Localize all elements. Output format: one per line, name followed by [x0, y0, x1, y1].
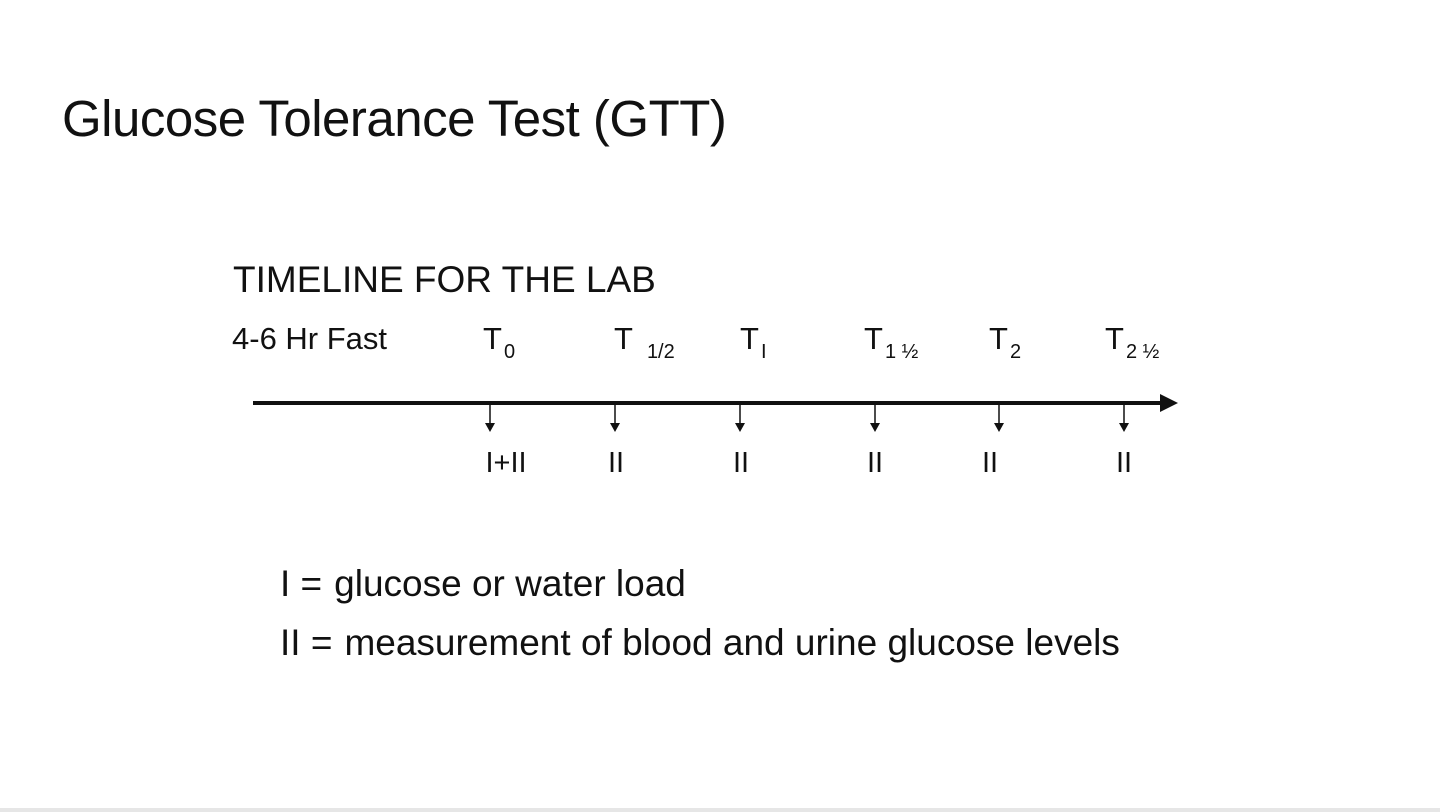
tick-arrow-t1-half — [870, 405, 880, 432]
fast-period-label: 4-6 Hr Fast — [232, 321, 388, 356]
timepoint-base: T — [740, 321, 759, 356]
tick-arrow-t1 — [735, 405, 745, 432]
timepoint-base: T — [483, 321, 502, 356]
legend-key: I = — [280, 563, 323, 604]
timepoint-label-t-half: T 1/2 — [614, 320, 675, 363]
action-label-t1: II — [732, 447, 750, 479]
tick-arrow-t2-half — [1119, 405, 1129, 432]
action-label-t1-half: II — [866, 447, 884, 479]
timeline-axis-arrowhead — [1160, 394, 1178, 412]
timepoint-subscript: 0 — [503, 341, 516, 363]
action-label-t0: I+II — [485, 447, 527, 479]
timepoint-base: T — [1105, 321, 1124, 356]
timepoint-base: T — [864, 321, 883, 356]
timepoint-subscript: 1 ½ — [884, 341, 919, 363]
timepoint-subscript: I — [760, 341, 767, 363]
slide-title: Glucose Tolerance Test (GTT) — [62, 90, 727, 147]
timeline-heading: TIMELINE FOR THE LAB — [233, 259, 656, 300]
timepoint-subscript: 2 ½ — [1125, 341, 1160, 363]
timepoint-subscript: 1/2 — [646, 341, 675, 363]
legend-item-measurement: II = measurement of blood and urine gluco… — [280, 621, 1120, 665]
legend-text: measurement of blood and urine glucose l… — [344, 622, 1120, 663]
bottom-divider — [0, 808, 1440, 812]
tick-arrow-t0 — [485, 405, 495, 432]
timepoint-subscript: 2 — [1009, 341, 1022, 363]
legend-text: glucose or water load — [334, 563, 686, 604]
action-label-t-half: II — [607, 447, 625, 479]
legend-item-load: I = glucose or water load — [280, 562, 686, 606]
timepoint-base: T — [989, 321, 1008, 356]
tick-arrow-t2 — [994, 405, 1004, 432]
tick-arrow-t-half — [610, 405, 620, 432]
timepoint-base: T — [614, 321, 633, 356]
legend-key: II = — [280, 622, 333, 663]
action-label-t2-half: II — [1115, 447, 1133, 479]
action-label-t2: II — [981, 447, 999, 479]
